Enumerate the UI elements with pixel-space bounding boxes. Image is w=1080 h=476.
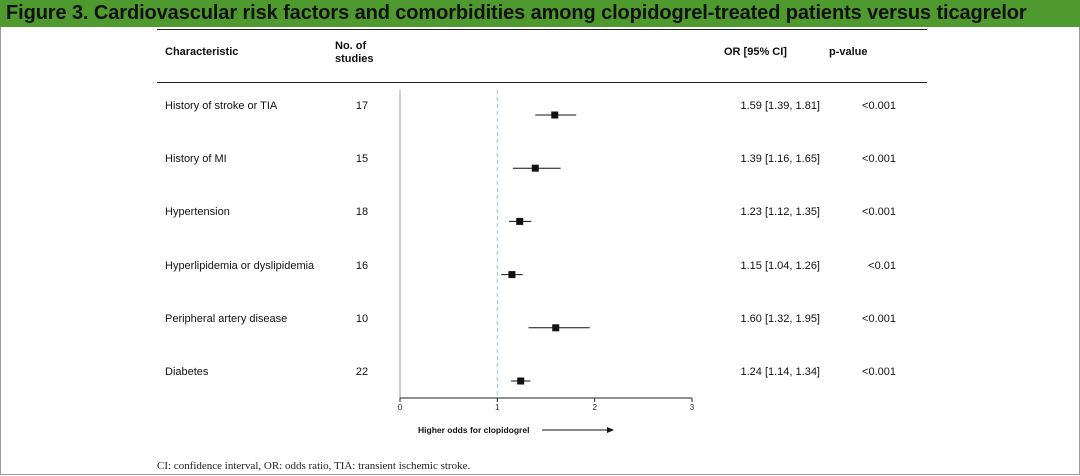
row-studies: 17 xyxy=(355,100,369,112)
x-axis-arrow-head xyxy=(607,427,614,433)
x-tick-label: 2 xyxy=(592,403,597,412)
row-label: History of stroke or TIA xyxy=(165,100,278,112)
header-characteristic: Characteristic xyxy=(165,46,239,58)
row-label: Hyperlipidemia or dyslipidemia xyxy=(165,259,315,272)
top-rule xyxy=(157,29,927,30)
figure-title: Figure 3. Cardiovascular risk factors an… xyxy=(6,2,1027,24)
row-label: Peripheral artery disease xyxy=(165,312,288,325)
footnote: CI: confidence interval, OR: odds ratio,… xyxy=(157,460,471,472)
row-label: History of MI xyxy=(165,153,227,166)
header-rule xyxy=(157,82,927,83)
header-pvalue: p-value xyxy=(829,46,868,58)
row-or-ci: 1.24 [1.14, 1.34] xyxy=(740,366,820,378)
x-tick-label: 0 xyxy=(398,403,403,412)
or-marker xyxy=(552,324,560,332)
figure-title-bar: Figure 3. Cardiovascular risk factors an… xyxy=(0,0,1080,27)
row-pvalue: <0.001 xyxy=(862,100,896,112)
header-studies-line1: No. of xyxy=(335,40,367,52)
header-or-ci: OR [95% CI] xyxy=(724,46,787,58)
row-pvalue: <0.01 xyxy=(868,259,896,272)
row-pvalue: <0.001 xyxy=(862,153,896,166)
or-marker xyxy=(508,271,516,279)
row-studies: 18 xyxy=(355,206,369,219)
or-marker xyxy=(516,217,524,225)
x-tick-label: 3 xyxy=(690,403,695,412)
row-or-ci: 1.39 [1.16, 1.65] xyxy=(740,153,820,166)
row-or-ci: 1.23 [1.12, 1.35] xyxy=(740,206,820,219)
or-marker xyxy=(531,164,539,172)
header-studies-line2: studies xyxy=(335,53,374,65)
x-tick-label: 1 xyxy=(495,403,500,412)
row-pvalue: <0.001 xyxy=(862,206,896,219)
x-axis-label: Higher odds for clopidogrel xyxy=(418,425,529,435)
row-or-ci: 1.60 [1.32, 1.95] xyxy=(740,312,820,325)
row-pvalue: <0.001 xyxy=(862,312,896,325)
row-studies: 15 xyxy=(355,153,369,166)
row-label: Diabetes xyxy=(165,366,209,378)
row-or-ci: 1.15 [1.04, 1.26] xyxy=(740,259,820,272)
row-label: Hypertension xyxy=(165,206,230,219)
row-studies: 22 xyxy=(355,366,369,378)
row-studies: 16 xyxy=(355,259,369,272)
or-marker xyxy=(517,377,525,385)
row-or-ci: 1.59 [1.39, 1.81] xyxy=(740,100,820,112)
row-studies: 10 xyxy=(355,312,369,325)
row-pvalue: <0.001 xyxy=(862,366,896,378)
or-marker xyxy=(551,111,559,119)
